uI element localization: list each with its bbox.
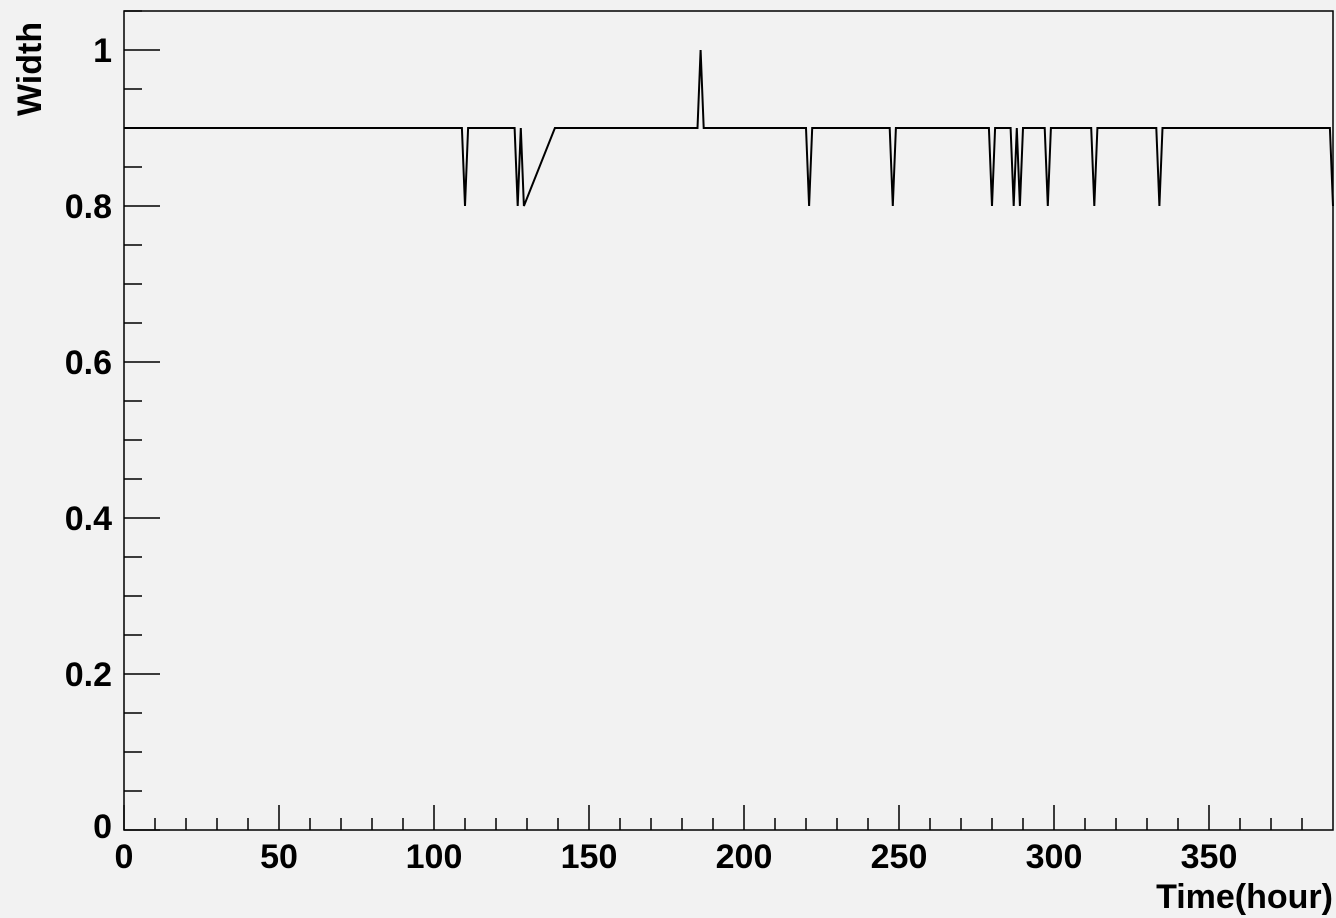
x-tick-label: 50 [260,838,298,876]
y-tick-label: 0.6 [65,344,112,382]
y-tick-label: 0.2 [65,656,112,694]
y-axis-title: Width [11,22,49,116]
y-tick-label: 0.8 [65,188,112,226]
x-tick-label: 250 [871,838,928,876]
y-tick-label: 0 [93,808,112,846]
x-tick-label: 300 [1026,838,1083,876]
x-axis: 0 50 100 150 200 250 300 350 [115,805,1238,876]
x-axis-title: Time(hour) [1156,878,1333,916]
x-tick-label: 350 [1181,838,1238,876]
y-tick-label: 1 [93,32,112,70]
x-minor-ticks [154,818,1303,830]
series-layer [124,49,1334,207]
y-axis: 0 0.2 0.4 0.6 0.8 1 [65,32,160,846]
x-tick-label: 200 [716,838,773,876]
x-tick-label: 100 [406,838,463,876]
y-tick-label: 0.4 [65,500,112,538]
plot-frame [123,10,1334,831]
x-tick-label: 0 [115,838,134,876]
x-tick-label: 150 [561,838,618,876]
series-line-0 [124,49,1334,207]
